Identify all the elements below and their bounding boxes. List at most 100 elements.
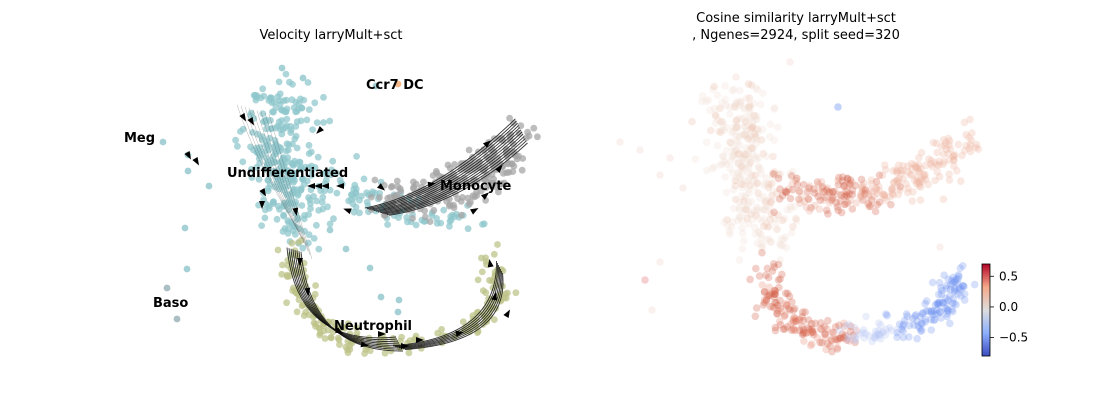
- cosine-point: [776, 275, 784, 283]
- cosine-point: [763, 264, 772, 273]
- monocyte-point: [510, 119, 517, 127]
- cosine-point: [821, 193, 829, 202]
- cosine-point: [875, 171, 884, 179]
- cosine-point: [706, 106, 714, 114]
- cosine-point: [770, 286, 779, 295]
- undifferentiated-point: [278, 106, 286, 114]
- cosine-point: [753, 125, 762, 133]
- cosine-point: [859, 328, 867, 337]
- undifferentiated-point: [297, 166, 305, 174]
- cosine-point: [858, 183, 866, 191]
- cosine-point: [745, 181, 754, 190]
- cosine-point: [734, 168, 742, 177]
- undifferentiated-point: [319, 193, 327, 201]
- cosine-point: [767, 238, 776, 246]
- cluster-label-meg: Meg: [124, 131, 155, 146]
- undifferentiated-point: [305, 231, 313, 239]
- cosine-point: [917, 148, 926, 157]
- cosine-point: [732, 123, 741, 132]
- cosine-point: [785, 292, 794, 301]
- cosine-point: [722, 101, 730, 110]
- undifferentiated-point: [260, 118, 268, 125]
- cosine-point: [781, 325, 789, 333]
- cosine-point: [746, 105, 755, 113]
- cosine-point: [750, 223, 759, 232]
- streamline: [252, 109, 305, 244]
- cosine-point: [783, 323, 792, 331]
- cosine-point: [785, 185, 793, 193]
- cosine-point: [900, 316, 909, 325]
- cosine-point: [897, 169, 906, 178]
- cosine-point: [765, 222, 774, 231]
- cosine-point: [749, 135, 758, 143]
- undifferentiated-point: [327, 171, 334, 179]
- undifferentiated-point: [309, 126, 316, 133]
- outlier-point: [159, 138, 167, 146]
- streamline: [402, 270, 503, 350]
- cosine-point: [955, 285, 963, 294]
- cosine-point: [778, 270, 786, 279]
- undifferentiated-point: [261, 214, 269, 222]
- cosine-point: [841, 187, 849, 195]
- cosine-point: [765, 203, 774, 211]
- cosine-point: [734, 97, 742, 106]
- cosine-point: [771, 104, 779, 112]
- cosine-point: [726, 138, 734, 147]
- cosine-point: [717, 117, 725, 126]
- cosine-point: [751, 115, 760, 124]
- streamline: [394, 262, 498, 347]
- cosine-point: [725, 103, 734, 111]
- cosine-point: [709, 85, 717, 94]
- cosine-point: [743, 214, 751, 223]
- cosine-point: [920, 171, 928, 179]
- cosine-point: [789, 306, 798, 315]
- cosine-point: [777, 307, 786, 316]
- cosine-point: [921, 318, 929, 326]
- neutrophil-point: [279, 261, 286, 269]
- cosine-point: [766, 238, 775, 246]
- cosine-point: [735, 132, 743, 141]
- cosine-point: [738, 130, 747, 139]
- undifferentiated-point: [232, 136, 240, 144]
- cosine-point: [737, 97, 745, 106]
- cosine-point: [714, 127, 723, 136]
- cosine-point: [795, 316, 803, 325]
- cosine-point: [790, 304, 799, 313]
- cosine-point: [866, 202, 875, 211]
- cosine-point: [757, 240, 765, 248]
- outlier-point: [377, 293, 385, 301]
- cosine-point: [702, 97, 710, 106]
- cosine-point: [882, 325, 891, 334]
- cosine-point: [762, 174, 770, 182]
- monocyte-point: [376, 194, 383, 201]
- cosine-point: [894, 161, 903, 169]
- neutrophil-point: [353, 324, 360, 331]
- cosine-point: [821, 334, 830, 342]
- undifferentiated-point: [358, 192, 365, 200]
- neutrophil-point: [341, 324, 348, 331]
- cosine-point: [762, 296, 771, 305]
- undifferentiated-point: [301, 212, 308, 219]
- cosine-point: [918, 320, 926, 328]
- cosine-point: [757, 169, 766, 178]
- cosine-point: [933, 306, 941, 314]
- neutrophil-point: [293, 308, 301, 316]
- cosine-point: [764, 292, 772, 300]
- monocyte-point: [368, 193, 375, 201]
- cosine-point: [721, 173, 729, 181]
- cosine-point: [927, 156, 936, 165]
- cosine-point: [818, 183, 827, 191]
- cosine-point: [728, 218, 737, 226]
- cosine-point: [817, 325, 825, 334]
- cosine-points: [616, 58, 983, 356]
- cosine-point: [821, 330, 829, 339]
- cosine-point: [768, 179, 776, 188]
- neutrophil-point: [283, 299, 290, 307]
- streamline: [244, 106, 301, 236]
- cosine-point: [742, 205, 750, 213]
- cosine-point: [745, 154, 754, 162]
- cosine-point: [763, 196, 772, 205]
- undifferentiated-point: [283, 105, 291, 113]
- undifferentiated-point: [345, 197, 352, 205]
- neutrophil-point: [288, 239, 296, 247]
